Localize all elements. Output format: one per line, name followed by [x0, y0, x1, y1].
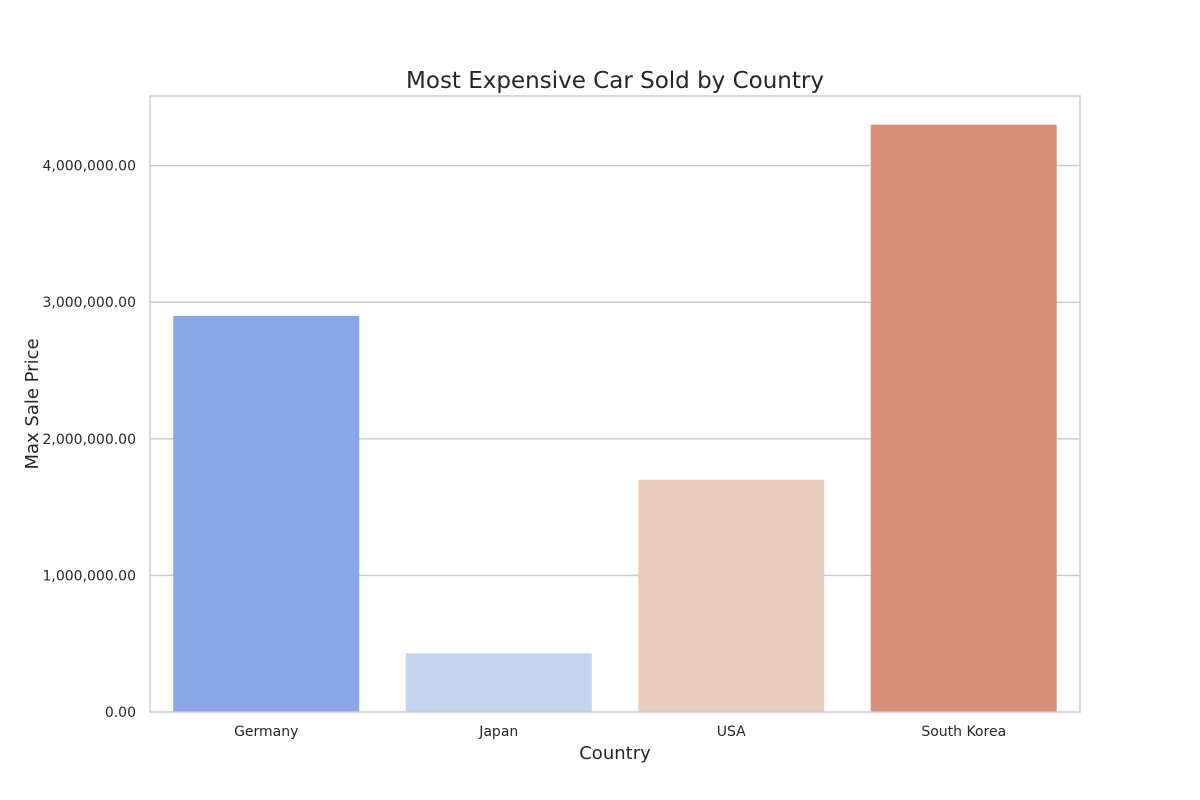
x-tick-label: Japan — [478, 724, 518, 740]
y-axis-label: Max Sale Price — [22, 338, 43, 469]
y-tick-label: 2,000,000.00 — [42, 432, 136, 448]
x-tick-labels: Germany Japan USA South Korea — [234, 724, 1006, 740]
bar-japan — [405, 653, 592, 712]
bar-south-korea — [870, 124, 1057, 713]
chart-title: Most Expensive Car Sold by Country — [406, 68, 824, 94]
x-axis-label: Country — [579, 743, 651, 764]
bar-usa — [638, 479, 825, 712]
y-tick-label: 3,000,000.00 — [42, 295, 136, 311]
y-tick-label: 1,000,000.00 — [42, 568, 136, 584]
y-tick-labels: 0.00 1,000,000.00 2,000,000.00 3,000,000.00… — [42, 159, 136, 721]
x-tick-label: South Korea — [921, 724, 1006, 740]
y-tick-label: 4,000,000.00 — [42, 159, 136, 175]
bar-germany — [173, 315, 360, 712]
x-tick-label: Germany — [234, 724, 298, 740]
x-tick-label: USA — [717, 724, 746, 740]
bars — [173, 124, 1057, 713]
plot-frame — [149, 95, 1081, 713]
y-tick-label: 0.00 — [105, 705, 136, 721]
